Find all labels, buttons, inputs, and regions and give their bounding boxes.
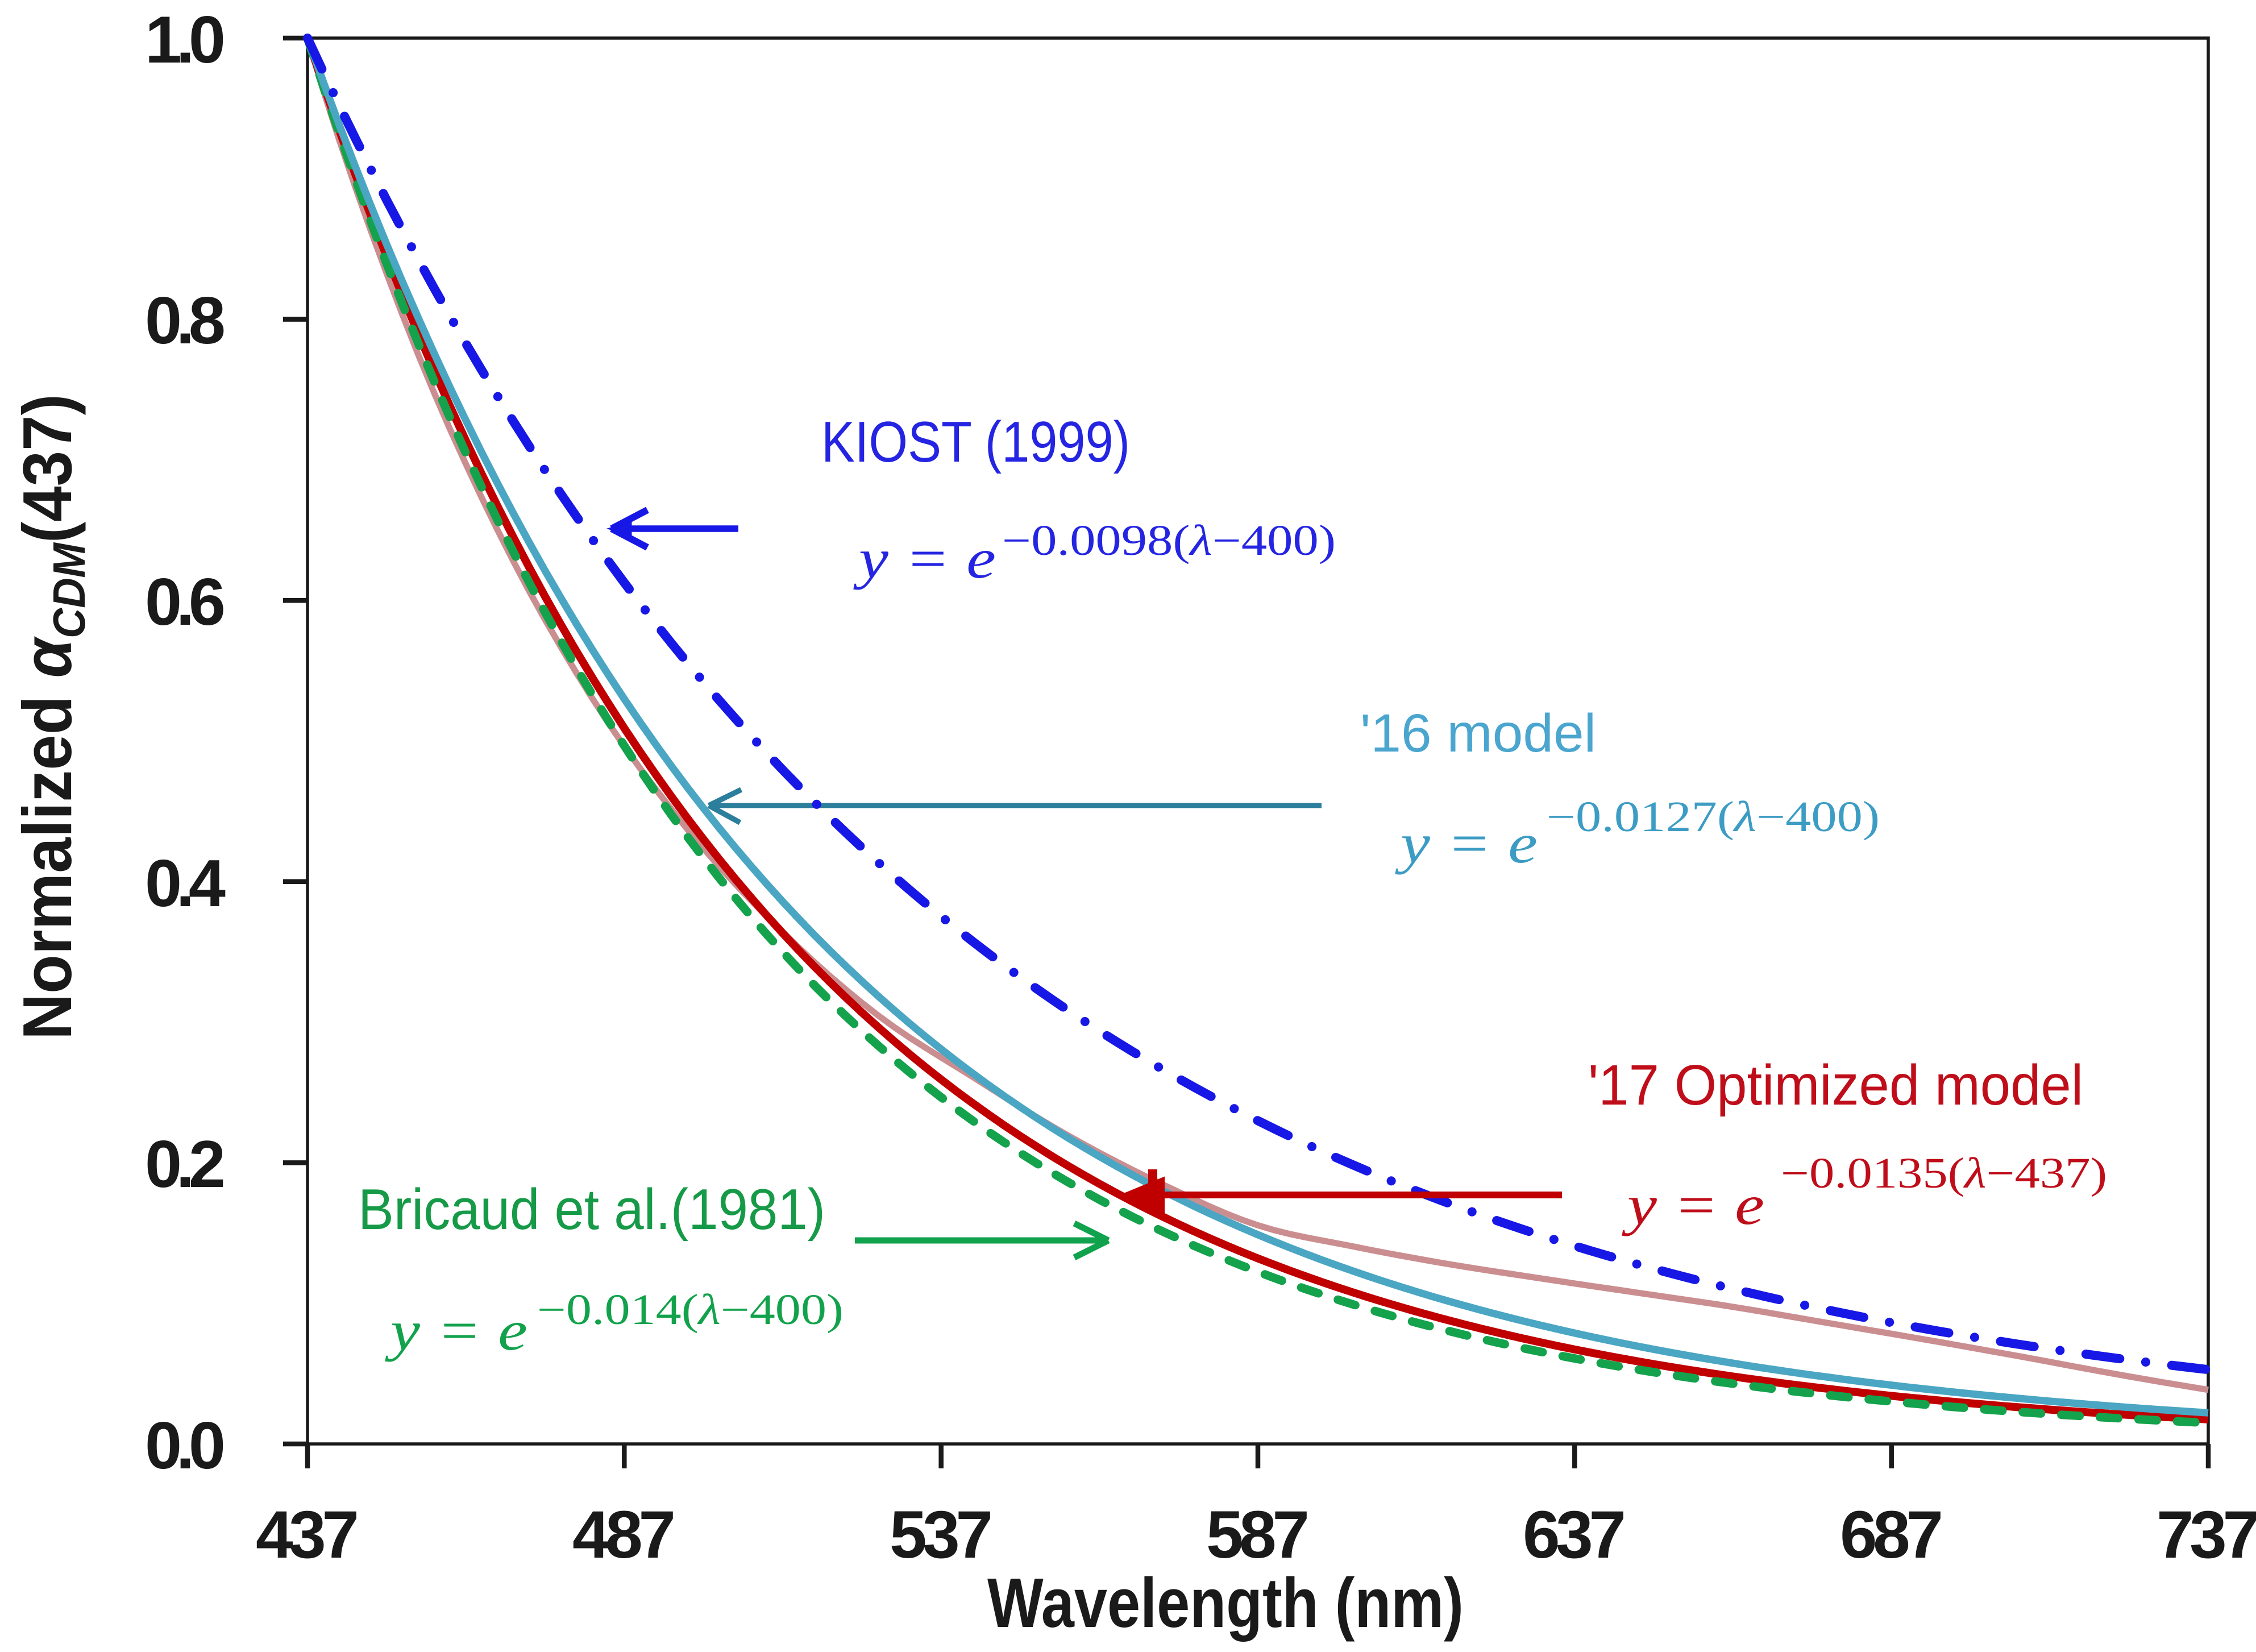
- svg-text:0.4: 0.4: [145, 846, 226, 920]
- svg-text:1.0: 1.0: [145, 2, 226, 77]
- svg-text:437: 437: [256, 1497, 359, 1572]
- svg-text:487: 487: [572, 1497, 676, 1572]
- svg-text:'17 Optimized model: '17 Optimized model: [1588, 1053, 2083, 1117]
- svg-text:y = e: y = e: [384, 1299, 527, 1362]
- svg-text:0.2: 0.2: [145, 1127, 226, 1201]
- svg-text:0.6: 0.6: [145, 564, 226, 639]
- svg-text:737: 737: [2157, 1497, 2256, 1572]
- svg-text:'16 model: '16 model: [1360, 703, 1596, 763]
- svg-text:−0.0098(λ−400): −0.0098(λ−400): [1002, 517, 1336, 564]
- svg-text:587: 587: [1206, 1497, 1310, 1572]
- svg-text:−0.0127(λ−400): −0.0127(λ−400): [1547, 793, 1880, 841]
- svg-text:0.0: 0.0: [145, 1408, 226, 1483]
- svg-text:Normalized αCDM(437): Normalized αCDM(437): [9, 394, 94, 1040]
- svg-text:Bricaud et al.(1981): Bricaud et al.(1981): [358, 1178, 825, 1242]
- svg-text:−0.014(λ−400): −0.014(λ−400): [537, 1286, 844, 1334]
- svg-text:0.8: 0.8: [145, 283, 226, 358]
- svg-text:KIOST (1999): KIOST (1999): [821, 410, 1130, 474]
- svg-text:−0.0135(λ−437): −0.0135(λ−437): [1781, 1149, 2107, 1197]
- svg-text:637: 637: [1523, 1497, 1626, 1572]
- svg-text:Wavelength (nm): Wavelength (nm): [987, 1564, 1464, 1642]
- svg-text:y = e: y = e: [1621, 1173, 1764, 1236]
- svg-text:687: 687: [1840, 1497, 1943, 1572]
- svg-text:y = e: y = e: [1394, 812, 1538, 875]
- svg-text:y = e: y = e: [853, 527, 996, 590]
- svg-text:537: 537: [890, 1497, 993, 1572]
